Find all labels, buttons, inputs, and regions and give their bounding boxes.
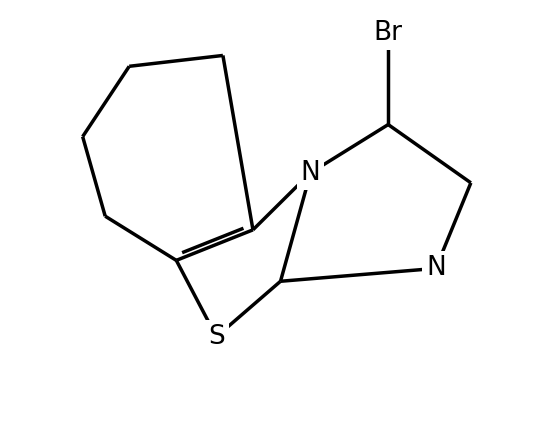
Text: N: N [426, 255, 446, 282]
Text: Br: Br [374, 20, 403, 46]
Text: S: S [208, 324, 225, 350]
Text: N: N [301, 160, 321, 186]
